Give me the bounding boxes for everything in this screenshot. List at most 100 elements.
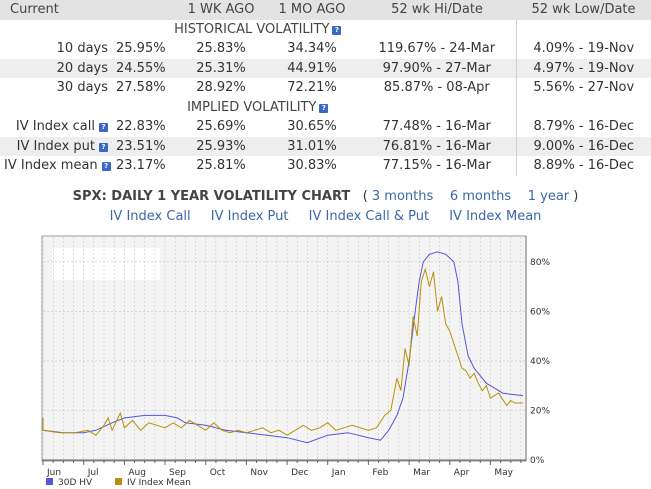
table-row: IV Index call? 22.83% 25.69% 30.65% 77.4… [0,117,651,137]
mo-value: 31.01% [266,136,359,156]
lo-value: 5.56% - 27-Nov [533,80,635,96]
lo-value: 8.89% - 16-Dec [533,158,635,174]
series-links: IV Index Call IV Index Put IV Index Call… [0,209,651,224]
y-tick-label: 20% [530,406,550,416]
hi-value: 97.90% - 27-Mar [358,58,517,78]
table-row: 20 days 24.55% 25.31% 44.91% 97.90% - 27… [0,58,651,78]
legend-swatch-30d-hv [46,478,53,485]
y-tick-label: 40% [530,357,550,367]
y-tick-label: 0% [530,456,545,466]
row-label: IV Index put? [0,136,112,156]
implied-section-row: IMPLIED VOLATILITY? [0,97,651,117]
wk-value: 25.83% [196,41,246,57]
row-label: 20 days [0,58,112,78]
x-tick-label: Dec [291,468,308,478]
y-tick-label: 60% [530,307,550,317]
hi-value: 77.48% - 16-Mar [358,117,517,137]
x-tick-label: Apr [454,468,470,478]
x-tick-labels: Jun Jul Aug Sep Oct Nov Dec Jan Feb Mar … [46,468,514,478]
legend-swatch-iv-index-mean [115,478,122,485]
help-icon[interactable]: ? [99,142,108,152]
help-icon[interactable]: ? [101,162,111,172]
wk-value: 25.69% [196,119,246,135]
historical-volatility-title: HISTORICAL VOLATILITY? [0,19,517,39]
series-line-30d-hv [42,251,524,444]
wk-value: 25.81% [196,158,246,174]
chart-title: SPX: DAILY 1 YEAR VOLATILITY CHART [72,189,351,204]
x-ticks [42,460,522,465]
x-tick-label: Nov [250,468,268,478]
range-link-1-year[interactable]: 1 year [527,189,570,204]
legend-label-iv-index-mean: IV Index Mean [127,478,191,488]
current-value: 25.95% [116,41,166,57]
current-value: 22.83% [116,119,166,135]
row-label: 10 days [56,41,108,57]
lo-value: 4.09% - 19-Nov [533,41,635,57]
mo-value: 34.34% [287,41,337,57]
current-value: 23.17% [116,158,166,174]
x-tick-label: Feb [372,468,388,478]
x-tick-label: Aug [128,468,146,478]
help-icon[interactable]: ? [99,123,108,133]
legend-label-30d-hv: 30D HV [58,478,93,488]
volatility-chart: Jun Jul Aug Sep Oct Nov Dec Jan Feb Mar … [41,235,550,488]
current-value: 24.55% [112,58,177,78]
historical-section-row: HISTORICAL VOLATILITY? [0,19,651,39]
hi-value: 119.67% - 24-Mar [358,39,517,59]
x-tick-label: Mar [413,468,430,478]
help-icon[interactable]: ? [332,25,342,35]
x-tick-label: Jan [331,468,346,478]
table-row: IV Index mean? 23.17% 25.81% 30.83% 77.1… [0,156,651,176]
series-line-iv-index-mean [42,267,523,436]
table-header-row: Current 1 WK AGO 1 MO AGO 52 wk Hi/Date … [0,0,651,20]
table-row: 30 days 27.58% 28.92% 72.21% 85.87% - 08… [0,78,651,98]
chart-white-patch [52,248,160,280]
row-label: IV Index call? [0,117,112,137]
lo-value: 9.00% - 16-Dec [516,136,651,156]
hi-value: 76.81% - 16-Mar [358,136,517,156]
range-link-6-months[interactable]: 6 months [449,189,512,204]
y-tick-label: 80% [530,258,550,268]
hi-value: 77.15% - 16-Mar [358,156,517,176]
open-paren: ( [362,189,368,204]
series-link-iv-put[interactable]: IV Index Put [210,209,289,224]
close-paren: ) [573,189,579,204]
mo-value: 30.65% [287,119,337,135]
legend: 30D HV IV Index Mean [46,478,191,488]
lo-value: 4.97% - 19-Nov [516,58,651,78]
volatility-table: Current 1 WK AGO 1 MO AGO 52 wk Hi/Date … [0,0,651,176]
row-label: IV Index mean? [0,156,112,176]
range-link-3-months[interactable]: 3 months [371,189,434,204]
series-link-iv-call[interactable]: IV Index Call [109,209,191,224]
header-current: Current [0,0,177,20]
x-tick-label: Sep [169,468,186,478]
current-value: 27.58% [116,80,166,96]
x-tick-label: Oct [210,468,226,478]
series-link-iv-mean[interactable]: IV Index Mean [449,209,542,224]
hi-value: 85.87% - 08-Apr [358,78,517,98]
header-1mo-ago: 1 MO AGO [266,0,359,20]
wk-value: 28.92% [196,80,246,96]
x-tick-label: Jul [87,468,99,478]
x-tick-label: Jun [46,468,61,478]
mo-value: 30.83% [287,158,337,174]
chart-title-bar: SPX: DAILY 1 YEAR VOLATILITY CHART ( 3 m… [0,189,651,204]
series-link-iv-call-put[interactable]: IV Index Call & Put [308,209,430,224]
wk-value: 25.31% [176,58,267,78]
wk-value: 25.93% [176,136,267,156]
header-52wk-low: 52 wk Low/Date [516,0,651,20]
row-label: 30 days [56,80,108,96]
x-tick-label: May [494,468,513,478]
mo-value: 44.91% [266,58,359,78]
lo-value: 8.79% - 16-Dec [533,119,635,135]
header-52wk-hi: 52 wk Hi/Date [358,0,517,20]
horizontal-grid [43,261,525,411]
table-row: IV Index put? 23.51% 25.93% 31.01% 76.81… [0,136,651,156]
y-tick-labels: 0% 20% 40% 60% 80% [530,258,550,466]
table-row: 10 days 25.95% 25.83% 34.34% 119.67% - 2… [0,39,651,59]
help-icon[interactable]: ? [319,103,329,113]
header-1wk-ago: 1 WK AGO [176,0,267,20]
implied-volatility-title: IMPLIED VOLATILITY? [0,97,517,117]
mo-value: 72.21% [287,80,337,96]
current-value: 23.51% [112,136,177,156]
